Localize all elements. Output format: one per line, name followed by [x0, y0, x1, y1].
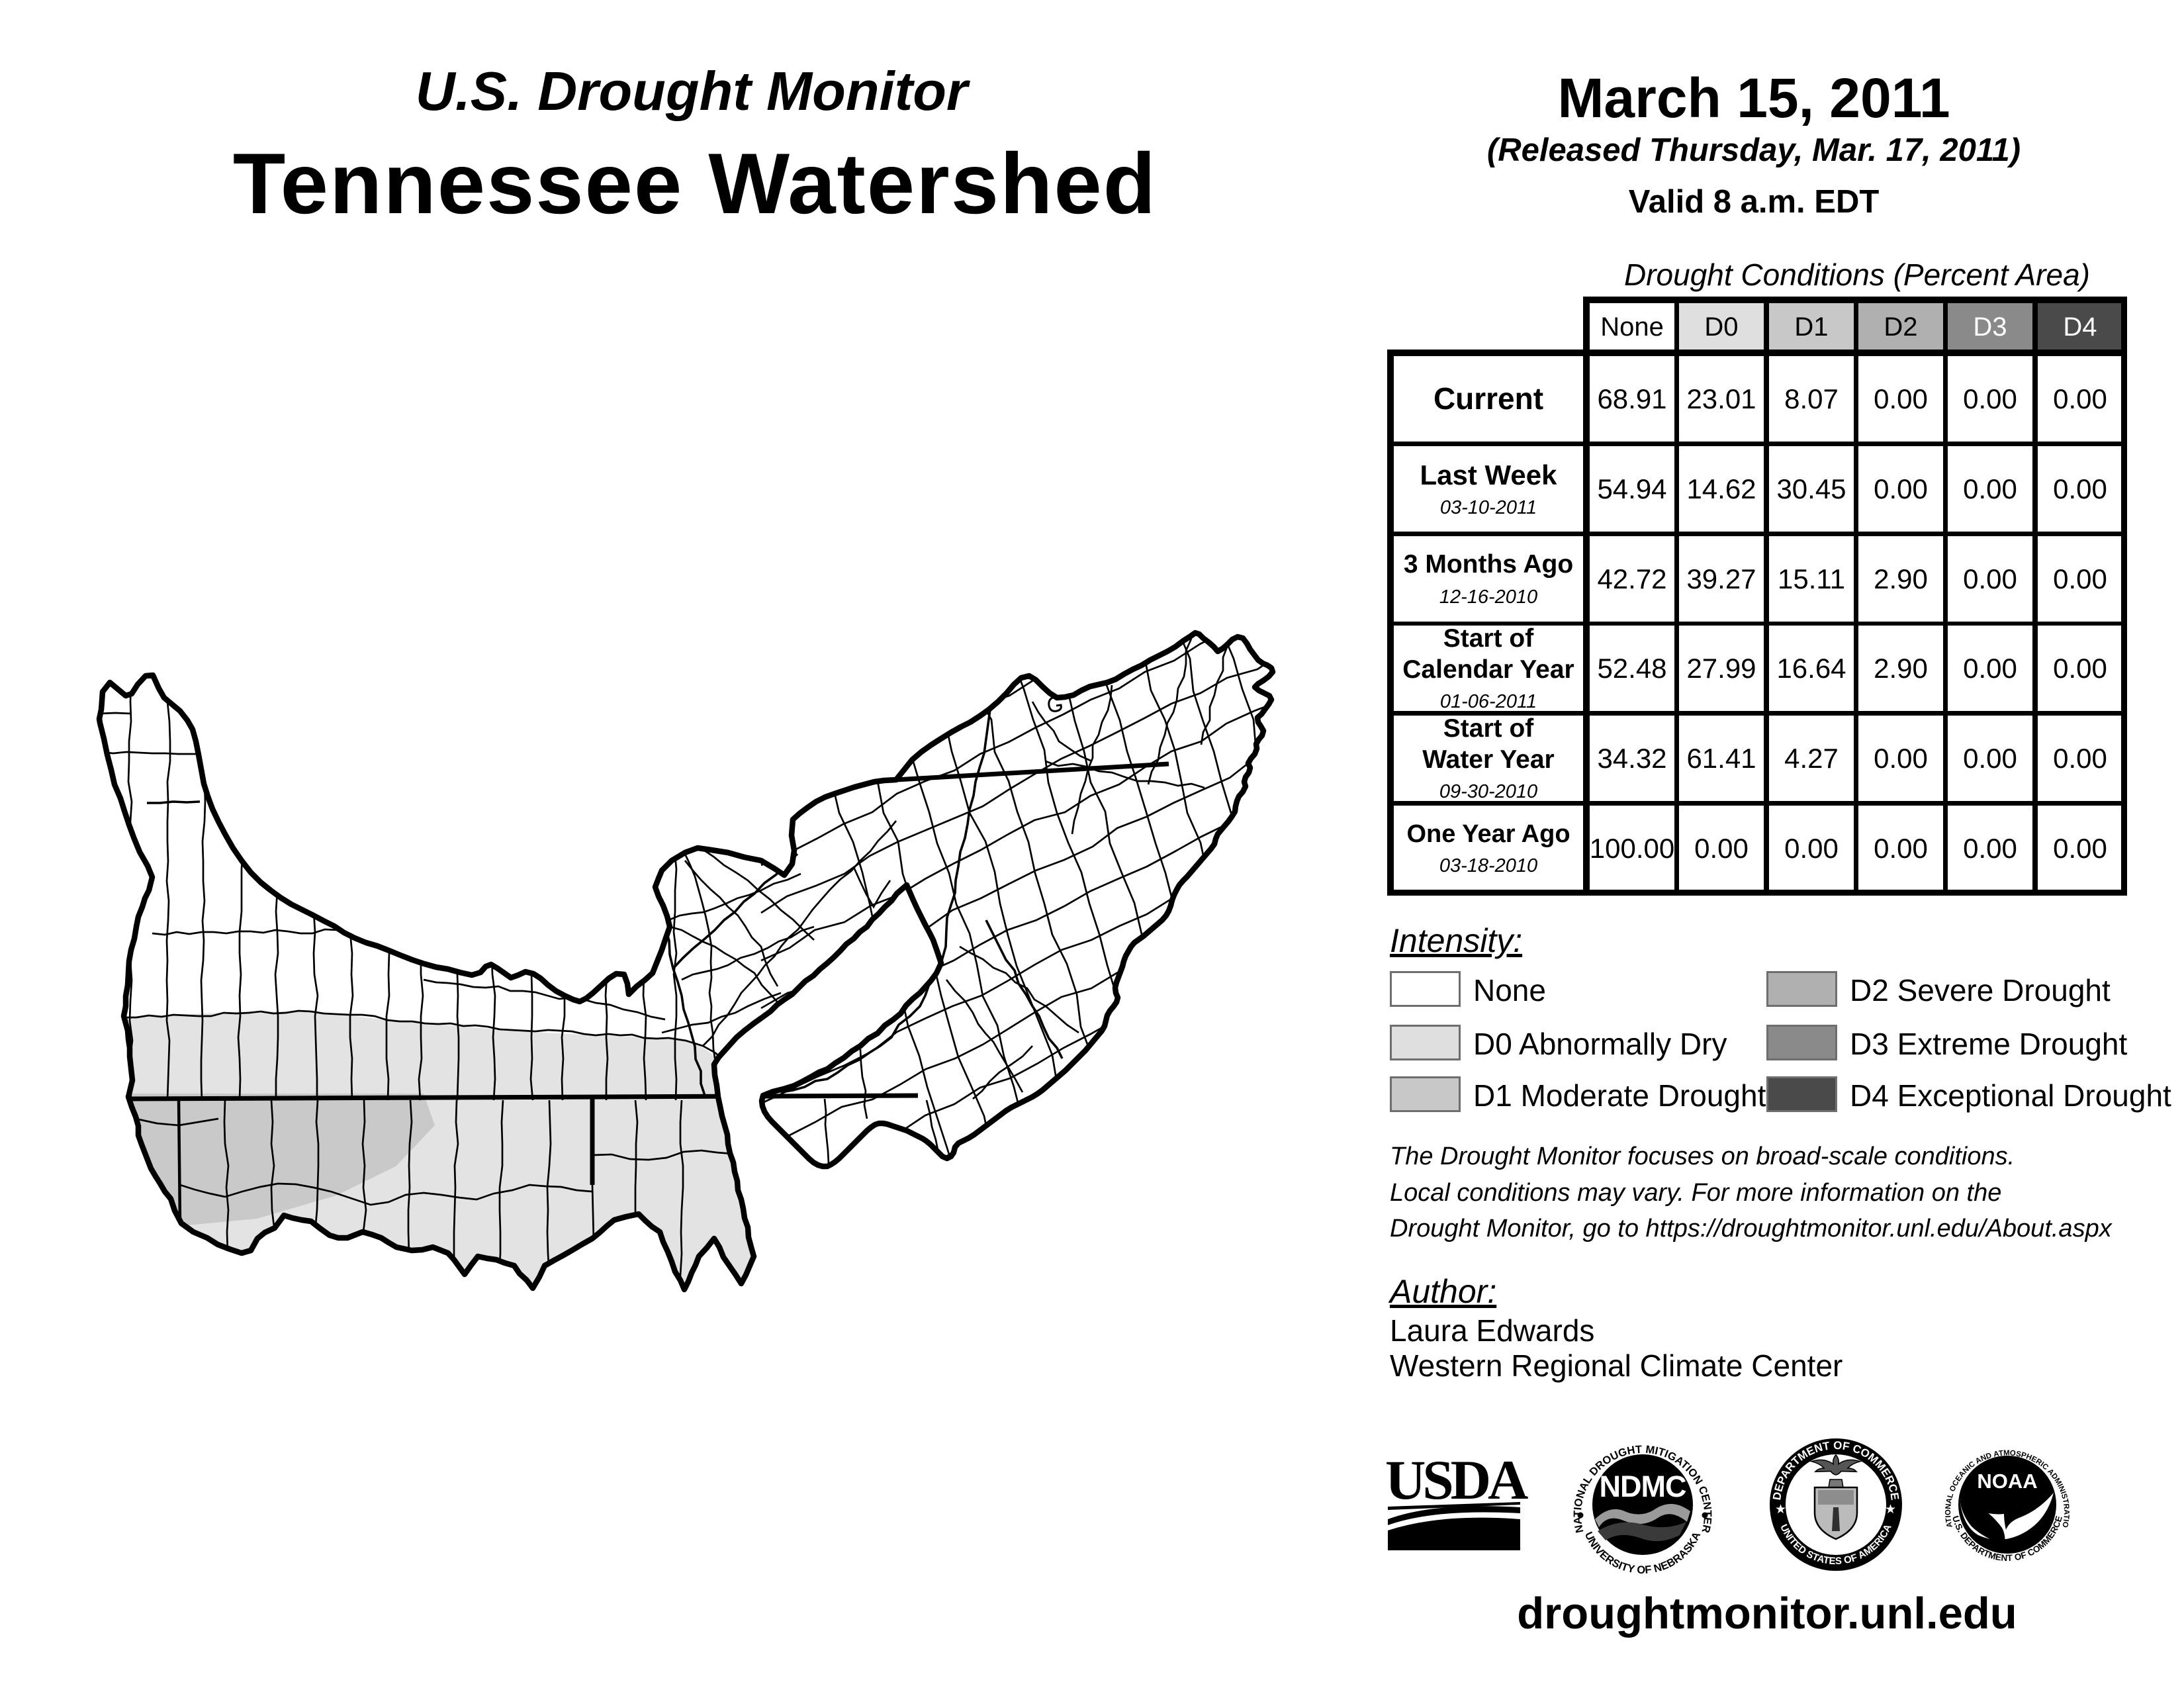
svg-text:NDMC: NDMC	[1600, 1470, 1686, 1503]
svg-text:★: ★	[1885, 1503, 1896, 1517]
svg-text:USDA: USDA	[1385, 1449, 1528, 1511]
svg-text:NOAA: NOAA	[1977, 1470, 2037, 1493]
svg-text:★: ★	[1775, 1503, 1786, 1517]
